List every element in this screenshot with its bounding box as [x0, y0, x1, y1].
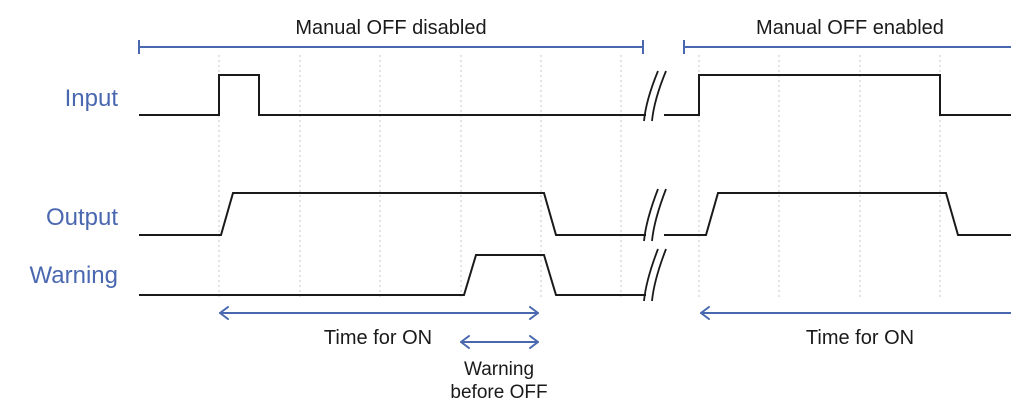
break-marker-input: [643, 70, 667, 122]
signal-label-input: Input: [65, 85, 119, 112]
signal-label-warning: Warning: [30, 262, 118, 289]
break-marker-warning: [643, 248, 667, 302]
input-waveform-segment-1: [139, 74, 646, 116]
time-for-on-arrow-2: [700, 306, 1011, 320]
time-for-on-label-2: Time for ON: [806, 327, 914, 349]
time-for-on-arrow-1: [219, 306, 539, 320]
section-title-enabled: Manual OFF enabled: [756, 17, 944, 39]
timing-arrows: [219, 306, 1011, 349]
break-marker-output: [643, 188, 667, 242]
warning-before-off-arrow: [460, 335, 539, 349]
waveforms: [139, 74, 1011, 296]
warning-waveform: [139, 254, 646, 296]
time-for-on-label-1: Time for ON: [324, 327, 432, 349]
warning-before-off-label-line2: before OFF: [450, 382, 547, 403]
output-waveform-segment-1: [139, 192, 646, 236]
break-markers: [643, 70, 667, 302]
warning-before-off-label-line1: Warning: [464, 359, 534, 380]
section-brackets: [138, 40, 1011, 54]
grid-lines: [218, 55, 941, 300]
output-waveform-segment-2: [664, 192, 1011, 236]
section-title-disabled: Manual OFF disabled: [295, 17, 486, 39]
input-waveform-segment-2: [664, 74, 1011, 116]
signal-label-output: Output: [46, 204, 118, 231]
